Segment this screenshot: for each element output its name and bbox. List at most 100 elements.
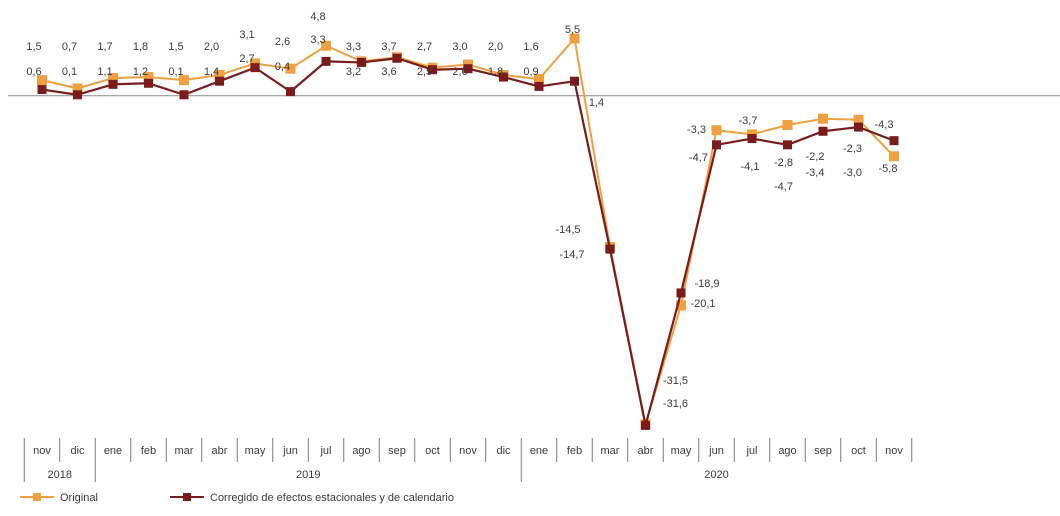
- marker-1-14: [534, 81, 544, 91]
- marker-1-0: [37, 85, 47, 95]
- label-corrected-4: 0,1: [168, 66, 183, 78]
- label-corrected-19: -4,7: [689, 152, 708, 164]
- label-original-24: -5,8: [879, 163, 898, 175]
- legend: Original Corregido de efectos estacionale…: [20, 492, 454, 504]
- marker-0-0: [37, 75, 47, 86]
- marker-0-21: [782, 120, 793, 131]
- label-original-22: -2,2: [806, 151, 825, 163]
- marker-0-7: [285, 63, 296, 74]
- label-original-17: -31,5: [663, 375, 688, 387]
- tick-label-18: may: [671, 445, 692, 457]
- tick-label-1: dic: [70, 445, 85, 457]
- legend-marker-1: [183, 493, 191, 501]
- label-original-7: 2,6: [275, 36, 290, 48]
- label-original-20: -3,7: [739, 115, 758, 127]
- label-corrected-24: -4,3: [875, 119, 894, 131]
- marker-1-4: [179, 90, 189, 100]
- marker-0-1: [72, 83, 83, 94]
- marker-1-1: [73, 90, 82, 100]
- label-original-12: 3,0: [452, 41, 467, 53]
- marker-1-13: [499, 72, 508, 82]
- tick-label-2: ene: [104, 445, 122, 457]
- label-corrected-12: 2,6: [452, 66, 467, 78]
- label-corrected-10: 3,6: [381, 66, 396, 78]
- year-label-2: 2020: [704, 469, 728, 481]
- tick-label-9: ago: [352, 445, 370, 457]
- marker-1-11: [428, 65, 437, 75]
- label-original-9: 3,3: [346, 41, 361, 53]
- year-label-1: 2019: [296, 469, 320, 481]
- marker-0-4: [179, 75, 189, 86]
- tick-label-3: feb: [141, 445, 156, 457]
- label-corrected-18: -18,9: [694, 278, 719, 290]
- label-original-5: 2,0: [204, 41, 219, 53]
- marker-1-20: [747, 134, 757, 144]
- tick-label-8: jul: [319, 445, 331, 457]
- series-line-1: [41, 57, 895, 427]
- tick-label-19: jun: [708, 445, 724, 457]
- label-corrected-16: -14,7: [559, 249, 584, 261]
- label-original-18: -20,1: [690, 298, 715, 310]
- label-corrected-6: 2,7: [239, 53, 254, 65]
- legend-label-0: Original: [60, 492, 98, 504]
- marker-0-5: [214, 69, 225, 80]
- x-axis-labels: nov dic ene feb mar abr may jun jul ago sep oct nov d…: [23, 438, 913, 482]
- label-corrected-2: 1,1: [97, 66, 112, 78]
- label-corrected-9: 3,2: [346, 66, 361, 78]
- label-corrected-11: 2,5: [417, 66, 432, 78]
- label-original-10: 3,7: [381, 41, 396, 53]
- marker-1-23: [854, 122, 863, 132]
- tick-label-14: ene: [530, 445, 548, 457]
- label-original-13: 2,0: [488, 41, 503, 53]
- label-original-11: 2,7: [417, 41, 432, 53]
- label-original-21: -2,8: [774, 157, 793, 169]
- marker-0-2: [108, 73, 118, 84]
- label-corrected-17: -31,6: [663, 398, 688, 410]
- marker-1-22: [818, 126, 828, 136]
- marker-1-18: [676, 288, 686, 298]
- marker-0-22: [818, 113, 828, 124]
- marker-0-15: [569, 33, 580, 44]
- marker-1-7: [286, 87, 295, 97]
- marker-0-19: [711, 125, 722, 136]
- label-corrected-22: -3,4: [806, 167, 825, 179]
- marker-1-21: [783, 140, 792, 150]
- label-corrected-7: 0,4: [275, 61, 290, 73]
- marker-1-16: [605, 244, 615, 254]
- marker-0-23: [853, 114, 864, 125]
- tick-label-10: sep: [388, 445, 406, 457]
- label-original-6: 3,1: [239, 29, 254, 41]
- tick-label-12: nov: [459, 445, 477, 457]
- label-original-1: 0,7: [62, 41, 77, 53]
- tick-label-23: oct: [851, 445, 866, 457]
- label-corrected-13: 1,8: [488, 66, 503, 78]
- label-original-2: 1,7: [97, 41, 112, 53]
- tick-label-6: may: [245, 445, 266, 457]
- legend-label-1: Corregido de efectos estacionales y de c…: [210, 492, 454, 504]
- label-original-23: -2,3: [843, 143, 862, 155]
- label-original-14: 1,6: [523, 41, 538, 53]
- label-corrected-5: 1,4: [204, 66, 219, 78]
- data-labels: 1,5 0,6 0,7 0,1 1,7 1,1 1,8 1,2 1,5 0,1 2,0 1,4 3,1 2…: [26, 11, 897, 410]
- tick-label-21: ago: [778, 445, 796, 457]
- tick-label-5: abr: [212, 445, 228, 457]
- label-original-8: 4,8: [310, 11, 325, 23]
- tick-label-17: abr: [638, 445, 654, 457]
- label-original-4: 1,5: [168, 41, 183, 53]
- marker-0-24: [889, 151, 899, 162]
- tick-label-13: dic: [496, 445, 511, 457]
- tick-label-4: mar: [175, 445, 194, 457]
- label-corrected-3: 1,2: [133, 66, 148, 78]
- year-label-0: 2018: [48, 469, 72, 481]
- marker-0-18: [676, 300, 686, 311]
- tick-label-24: nov: [885, 445, 903, 457]
- legend-marker-0: [33, 493, 41, 501]
- tick-label-0: nov: [33, 445, 51, 457]
- tick-label-7: jun: [282, 445, 298, 457]
- marker-1-5: [215, 76, 224, 86]
- marker-1-24: [889, 136, 899, 146]
- label-original-3: 1,8: [133, 41, 148, 53]
- marker-0-8: [321, 40, 331, 51]
- label-original-0: 1,5: [26, 41, 41, 53]
